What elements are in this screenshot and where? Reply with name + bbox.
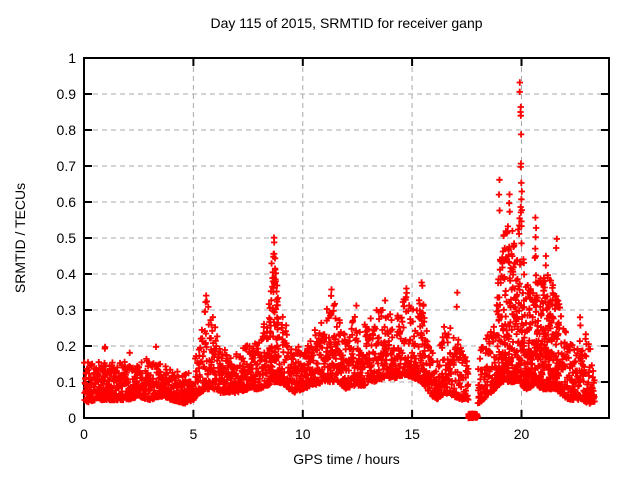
x-tick-label: 10: [294, 426, 311, 442]
y-tick-label: 0.6: [56, 194, 76, 210]
y-tick-label: 0.1: [56, 374, 76, 390]
y-tick-label: 0.5: [56, 230, 76, 246]
plot-border: [83, 57, 610, 419]
y-tick-label: 1: [68, 50, 76, 66]
y-tick-label: 0: [68, 410, 76, 426]
x-axis-label: GPS time / hours: [293, 451, 400, 467]
y-tick-label: 0.8: [56, 122, 76, 138]
x-tick-label: 20: [513, 426, 530, 442]
y-tick-label: 0.4: [56, 266, 76, 282]
scatter-points: [81, 79, 598, 422]
x-tick-label: 0: [80, 426, 88, 442]
y-tick-label: 0.9: [56, 86, 76, 102]
y-tick-label: 0.2: [56, 338, 76, 354]
y-tick-label: 0.3: [56, 302, 76, 318]
y-tick-label: 0.7: [56, 158, 76, 174]
chart-title: Day 115 of 2015, SRMTID for receiver gan…: [210, 15, 483, 31]
x-tick-label: 15: [404, 426, 420, 442]
x-tick-label: 5: [189, 426, 198, 442]
